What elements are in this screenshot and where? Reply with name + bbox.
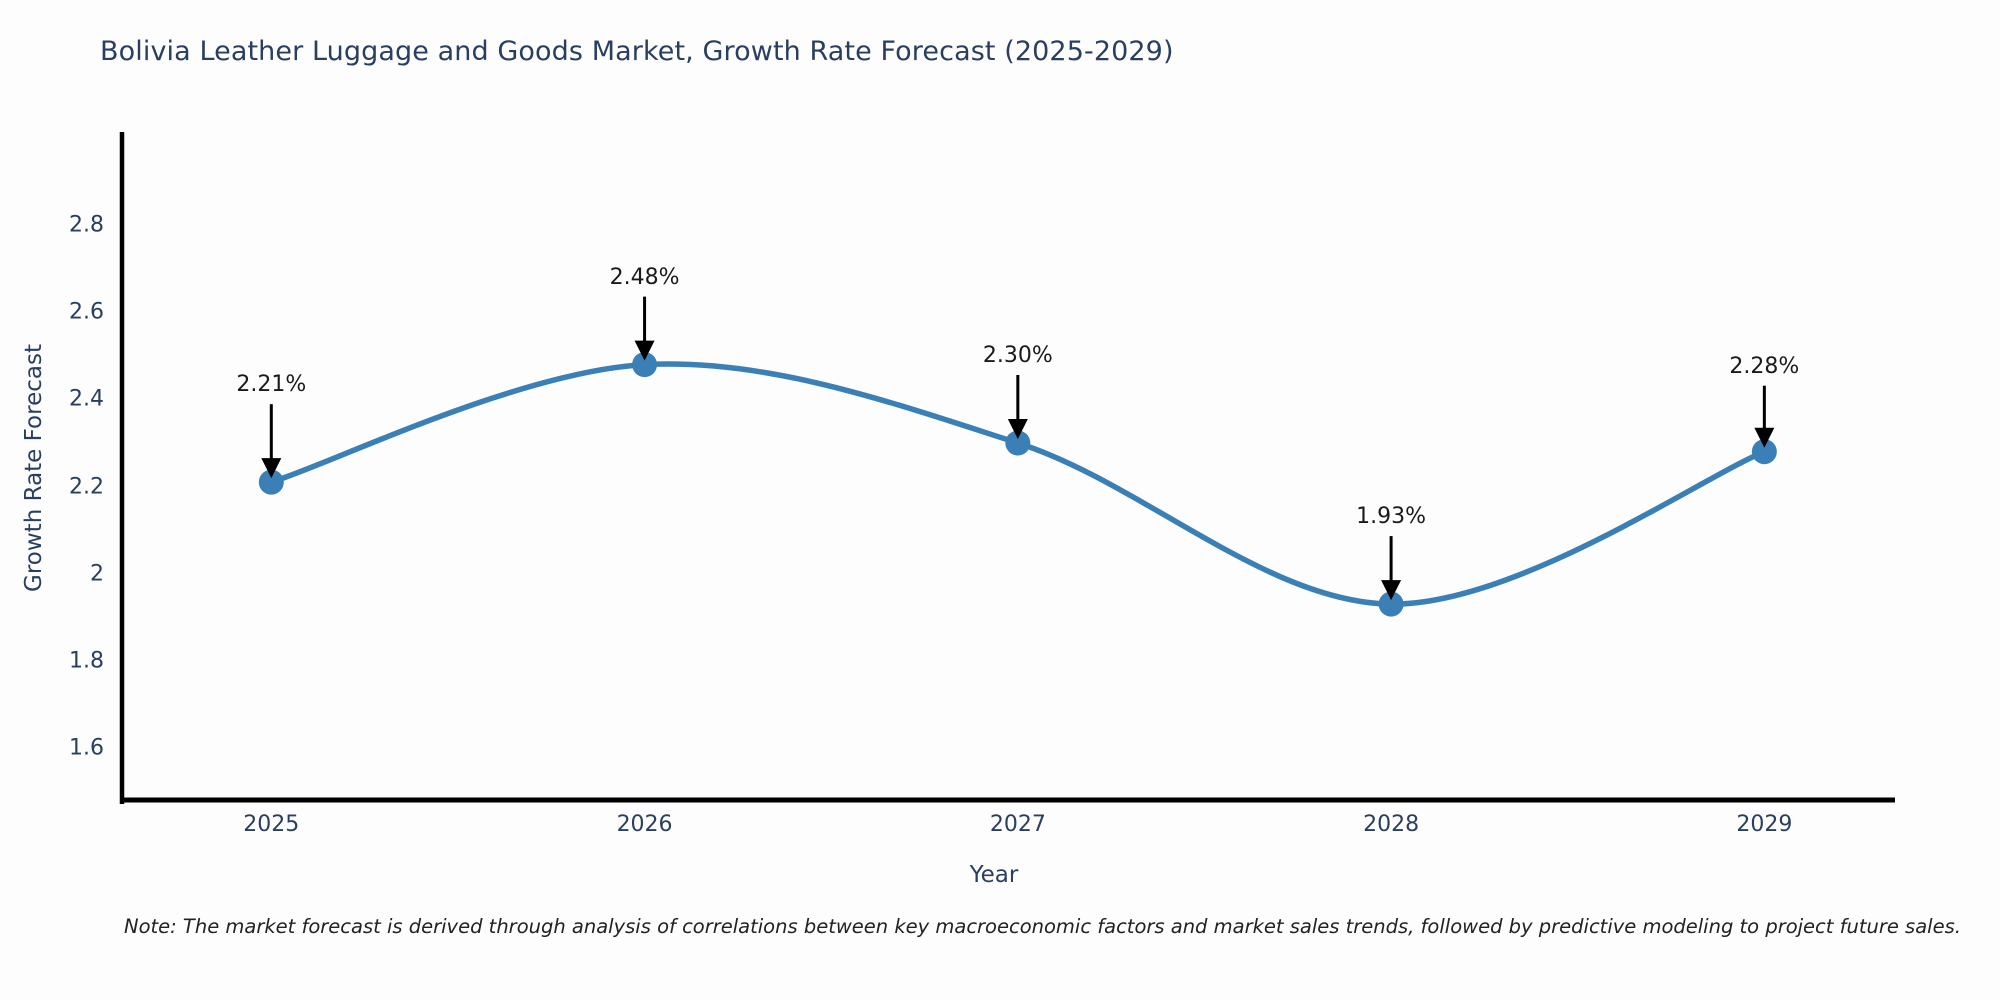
y-tick-label: 2.8 xyxy=(69,212,104,238)
x-axis-title-text: Year xyxy=(969,862,1019,888)
x-tick-label: 2026 xyxy=(616,812,673,837)
annotation-arrow-head xyxy=(261,458,282,479)
x-tick-label: 2027 xyxy=(989,812,1046,837)
data-point-marker xyxy=(1005,430,1031,456)
annotation-arrow-head xyxy=(1007,418,1028,439)
x-tick-label: 2029 xyxy=(1736,812,1793,837)
axis-lines xyxy=(119,132,1895,804)
data-point-label: 2.28% xyxy=(1729,353,1800,379)
data-point-label: 2.30% xyxy=(982,342,1053,368)
x-tick-label: 2025 xyxy=(243,812,300,837)
y-tick-label: 2.2 xyxy=(69,474,104,500)
data-point-marker xyxy=(1751,439,1777,465)
annotation-arrow-head xyxy=(634,340,655,361)
footnote: Note: The market forecast is derived thr… xyxy=(124,915,1961,938)
y-tick-label: 2.4 xyxy=(69,386,104,412)
y-axis-tick-labels: 2.8 2.6 2.4 2.2 2 1.8 1.6 xyxy=(0,0,104,1000)
y-tick-label: 1.8 xyxy=(69,648,104,674)
data-point-marker xyxy=(632,352,658,378)
x-tick-label: 2028 xyxy=(1363,812,1420,837)
y-tick-label: 1.6 xyxy=(69,735,104,761)
annotation-arrows xyxy=(261,296,1775,601)
data-point-marker xyxy=(258,469,284,495)
data-point-label: 2.48% xyxy=(609,264,680,290)
data-point-markers xyxy=(258,352,1777,617)
annotation-arrow-head xyxy=(1754,427,1775,448)
data-point-label: 2.21% xyxy=(236,372,307,398)
data-point-label: 1.93% xyxy=(1356,504,1427,530)
annotation-arrow-head xyxy=(1381,580,1402,601)
x-axis-title: Year xyxy=(0,862,2000,888)
y-tick-label: 2 xyxy=(90,561,104,587)
data-point-marker xyxy=(1378,591,1404,617)
y-tick-label: 2.6 xyxy=(69,299,104,325)
chart-title: Bolivia Leather Luggage and Goods Market… xyxy=(100,36,1174,67)
